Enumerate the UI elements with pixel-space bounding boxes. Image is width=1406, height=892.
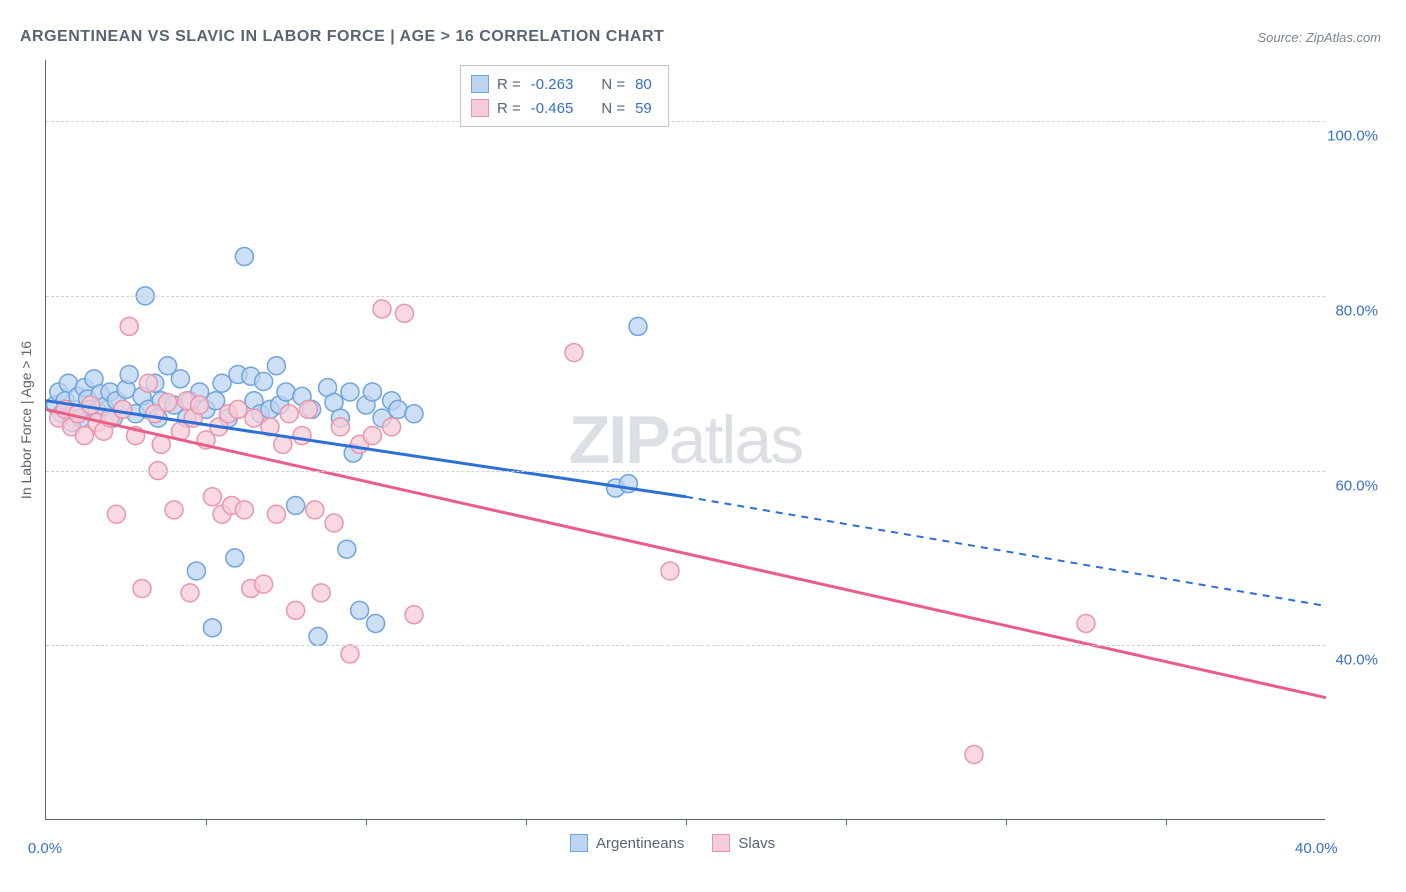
correlation-legend: R = -0.263 N = 80 R = -0.465 N = 59 — [460, 65, 669, 127]
scatter-point — [133, 580, 151, 598]
source-label: Source: ZipAtlas.com — [1257, 30, 1381, 45]
y-axis-label: In Labor Force | Age > 16 — [18, 341, 34, 499]
scatter-point — [338, 540, 356, 558]
xtick-mark — [1006, 819, 1007, 825]
scatter-point — [203, 488, 221, 506]
corr-row-0: R = -0.263 N = 80 — [471, 72, 652, 96]
r-label: R = — [497, 76, 521, 93]
scatter-point — [405, 606, 423, 624]
scatter-point — [267, 357, 285, 375]
scatter-point — [405, 405, 423, 423]
scatter-point — [383, 418, 401, 436]
swatch-series-1-bottom — [712, 834, 730, 852]
xtick-mark — [206, 819, 207, 825]
legend-item-1: Slavs — [712, 834, 775, 852]
scatter-point — [299, 400, 317, 418]
scatter-point — [191, 396, 209, 414]
ytick-label: 60.0% — [1335, 477, 1378, 494]
r-value-0: -0.263 — [531, 76, 574, 93]
scatter-point — [235, 248, 253, 266]
ytick-label: 80.0% — [1335, 302, 1378, 319]
scatter-point — [389, 400, 407, 418]
scatter-point — [287, 601, 305, 619]
xtick-mark — [526, 819, 527, 825]
gridline-h — [46, 296, 1325, 297]
chart-title: ARGENTINEAN VS SLAVIC IN LABOR FORCE | A… — [20, 28, 664, 46]
legend-label-1: Slavs — [738, 835, 775, 852]
scatter-point — [165, 501, 183, 519]
n-value-0: 80 — [635, 76, 652, 93]
scatter-point — [351, 601, 369, 619]
scatter-point — [629, 317, 647, 335]
n-value-1: 59 — [635, 100, 652, 117]
xtick-mark — [686, 819, 687, 825]
scatter-point — [1077, 614, 1095, 632]
scatter-point — [159, 393, 177, 411]
scatter-point — [306, 501, 324, 519]
gridline-h — [46, 471, 1325, 472]
scatter-point — [341, 645, 359, 663]
scatter-point — [331, 418, 349, 436]
r-label: R = — [497, 100, 521, 117]
xtick-mark — [366, 819, 367, 825]
scatter-point — [255, 575, 273, 593]
scatter-point — [267, 505, 285, 523]
xtick-label-min: 0.0% — [28, 840, 62, 857]
scatter-point — [226, 549, 244, 567]
scatter-point — [213, 374, 231, 392]
ytick-label: 100.0% — [1327, 128, 1378, 145]
corr-row-1: R = -0.465 N = 59 — [471, 96, 652, 120]
scatter-point — [120, 365, 138, 383]
scatter-point — [107, 505, 125, 523]
scatter-point — [373, 300, 391, 318]
scatter-point — [565, 344, 583, 362]
scatter-point — [280, 405, 298, 423]
scatter-point — [325, 514, 343, 532]
xtick-label-max: 40.0% — [1295, 840, 1338, 857]
scatter-point — [965, 745, 983, 763]
xtick-mark — [846, 819, 847, 825]
regression-line-dashed — [686, 497, 1326, 606]
scatter-point — [255, 372, 273, 390]
n-label: N = — [601, 100, 625, 117]
scatter-point — [287, 497, 305, 515]
scatter-point — [367, 614, 385, 632]
r-value-1: -0.465 — [531, 100, 574, 117]
scatter-point — [139, 374, 157, 392]
legend-label-0: Argentineans — [596, 835, 684, 852]
scatter-point — [187, 562, 205, 580]
scatter-point — [203, 619, 221, 637]
swatch-series-0-bottom — [570, 834, 588, 852]
scatter-svg — [46, 60, 1325, 819]
scatter-point — [229, 400, 247, 418]
scatter-point — [277, 383, 295, 401]
scatter-point — [341, 383, 359, 401]
scatter-point — [293, 427, 311, 445]
series-legend: Argentineans Slavs — [570, 834, 775, 852]
n-label: N = — [601, 76, 625, 93]
scatter-point — [309, 628, 327, 646]
gridline-h — [46, 121, 1325, 122]
xtick-mark — [1166, 819, 1167, 825]
scatter-point — [363, 427, 381, 445]
scatter-point — [235, 501, 253, 519]
swatch-series-0 — [471, 75, 489, 93]
scatter-point — [395, 304, 413, 322]
scatter-point — [114, 400, 132, 418]
gridline-h — [46, 645, 1325, 646]
legend-item-0: Argentineans — [570, 834, 684, 852]
scatter-point — [312, 584, 330, 602]
scatter-point — [171, 370, 189, 388]
scatter-point — [661, 562, 679, 580]
scatter-point — [245, 409, 263, 427]
plot-area: ZIPatlas — [45, 60, 1325, 820]
scatter-point — [363, 383, 381, 401]
ytick-label: 40.0% — [1335, 652, 1378, 669]
scatter-point — [120, 317, 138, 335]
scatter-point — [181, 584, 199, 602]
swatch-series-1 — [471, 99, 489, 117]
